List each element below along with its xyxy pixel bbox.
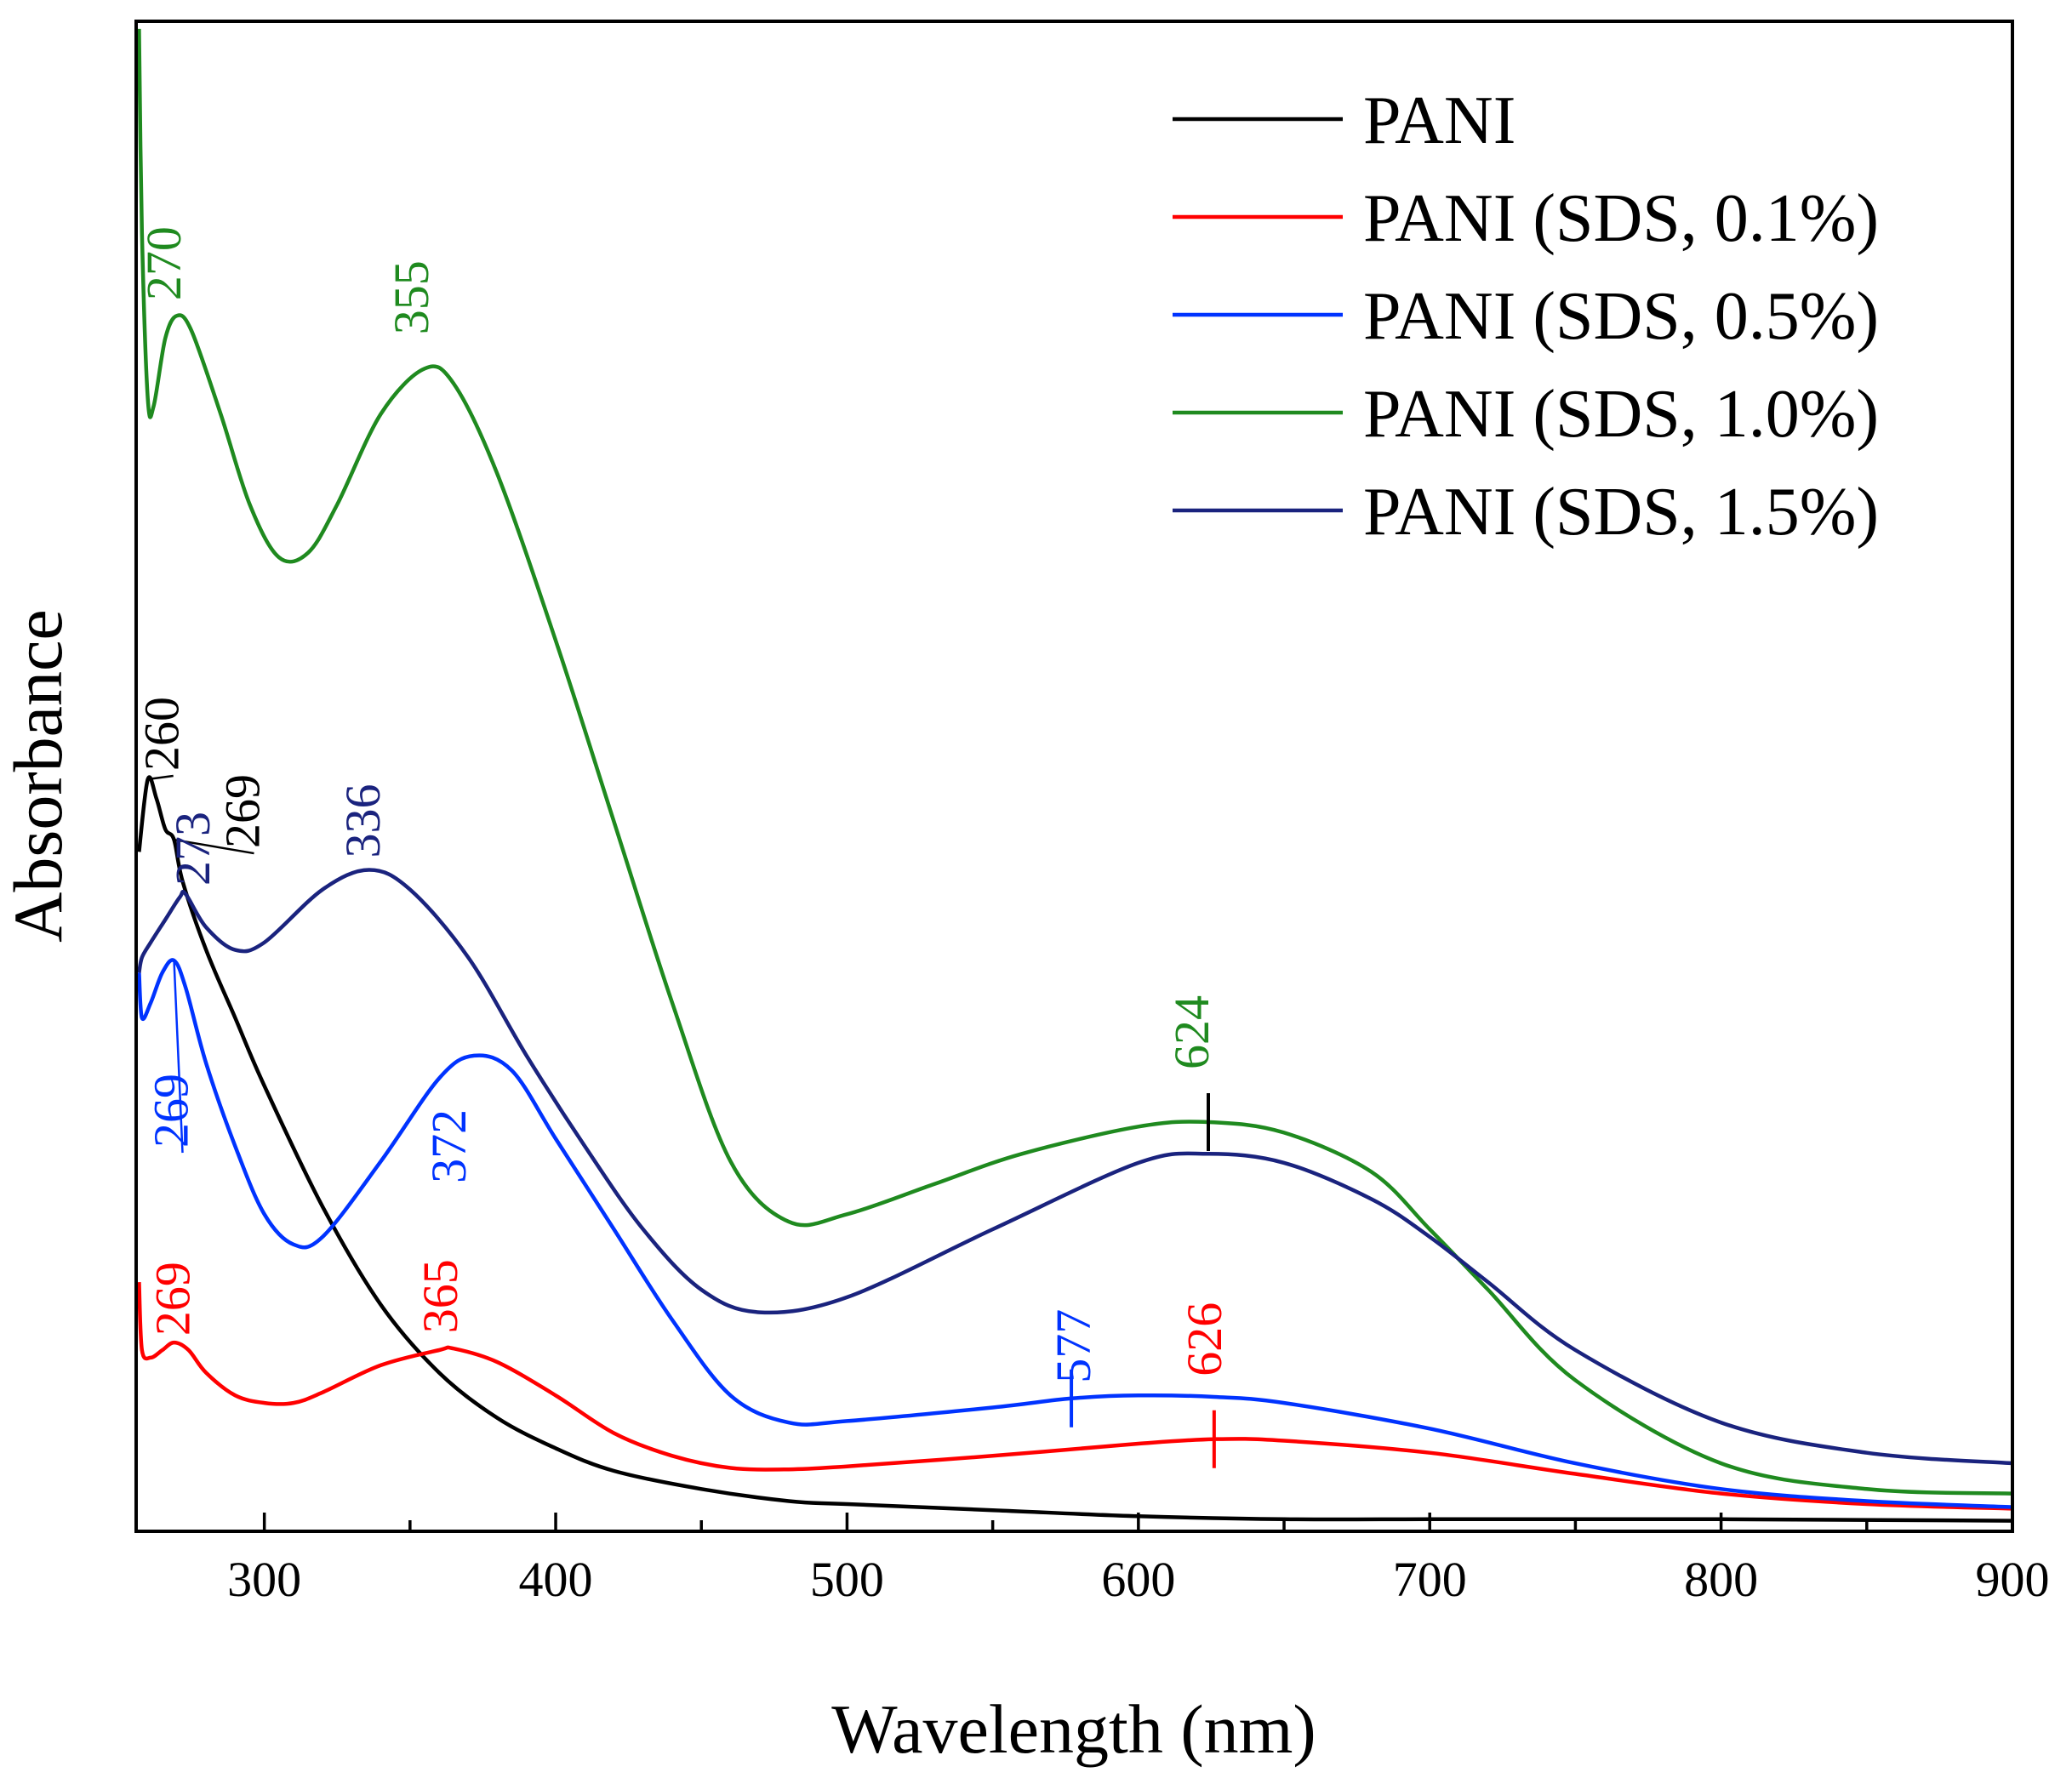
x-tick-label: 900 xyxy=(1976,1552,2050,1607)
peak-label-270: 270 xyxy=(136,226,191,300)
peak-label-626: 626 xyxy=(1177,1302,1232,1376)
series-line-pani-sds-1-0 xyxy=(137,28,2013,1496)
peak-leader-line xyxy=(147,774,174,781)
x-tick-label: 300 xyxy=(227,1552,301,1607)
plot-frame xyxy=(134,20,2014,1533)
legend-label-pani-sds-0-5: PANI (SDS, 0.5%) xyxy=(1363,279,1879,354)
peak-label-624: 624 xyxy=(1164,995,1219,1069)
legend-label-pani: PANI xyxy=(1363,83,1515,158)
legend: PANI PANI (SDS, 0.1%) PANI (SDS, 0.5%) PANI… xyxy=(1173,83,1879,550)
x-axis-title: Wavelength (nm) xyxy=(831,1690,1316,1768)
y-axis-title: Absorbance xyxy=(0,609,77,943)
x-tick-label: 700 xyxy=(1393,1552,1467,1607)
x-tick-label: 600 xyxy=(1101,1552,1175,1607)
x-tick-label: 400 xyxy=(519,1552,593,1607)
legend-label-pani-sds-1-5: PANI (SDS, 1.5%) xyxy=(1363,475,1879,550)
legend-label-pani-sds-1-0: PANI (SDS, 1.0%) xyxy=(1363,377,1879,452)
peak-label-273: 273 xyxy=(165,812,220,886)
peak-label-365: 365 xyxy=(413,1259,468,1333)
series-line-pani-sds-0-5 xyxy=(137,958,2013,1509)
x-axis-ticks: 300 400 500 600 700 800 900 xyxy=(227,1513,2050,1607)
peak-label-336: 336 xyxy=(335,784,391,858)
series-line-pani-sds-0-1 xyxy=(137,1281,2013,1511)
peak-label-355: 355 xyxy=(384,260,439,334)
peak-label-260: 260 xyxy=(134,697,190,771)
peak-leader-line xyxy=(173,960,184,1154)
peak-leader-line xyxy=(174,838,254,855)
peak-label-577: 577 xyxy=(1046,1309,1101,1383)
series-line-pani-sds-1-5 xyxy=(137,868,2013,1466)
legend-label-pani-sds-0-1: PANI (SDS, 0.1%) xyxy=(1363,181,1879,256)
peak-label-372: 372 xyxy=(421,1109,477,1183)
series-line-pani xyxy=(137,775,2013,1523)
peak-label-269: 269 xyxy=(144,1074,199,1148)
peak-label-269: 269 xyxy=(146,1262,201,1336)
peak-label-269: 269 xyxy=(215,774,271,848)
x-tick-label: 500 xyxy=(810,1552,884,1607)
x-tick-label: 800 xyxy=(1684,1552,1758,1607)
